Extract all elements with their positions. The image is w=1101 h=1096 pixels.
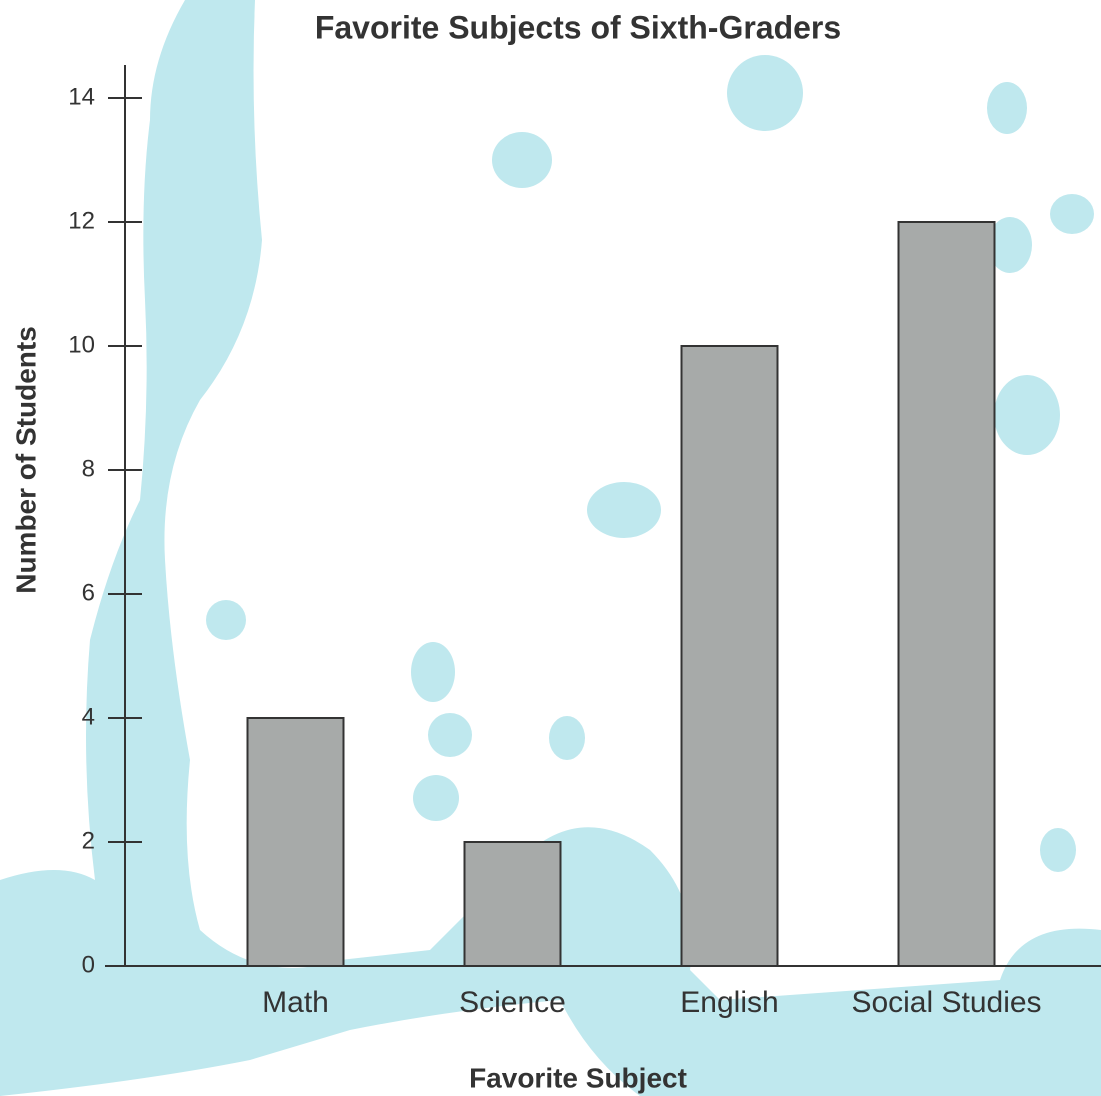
x-axis-title: Favorite Subject [469,1062,687,1093]
y-tick-label: 8 [82,455,95,482]
y-tick-label: 4 [82,703,95,730]
y-tick-label: 12 [68,207,95,234]
x-tick-label: Science [459,986,566,1019]
y-tick-label: 2 [82,827,95,854]
x-tick-label: Math [262,986,329,1019]
x-tick-label: Social Studies [851,986,1041,1019]
y-tick-label: 0 [82,951,95,978]
y-tick-label: 14 [68,83,95,110]
y-tick-label: 6 [82,579,95,606]
bar [463,841,562,967]
x-tick-label: English [680,986,778,1019]
chart-title: Favorite Subjects of Sixth-Graders [315,9,841,45]
bar [680,345,779,967]
bar [246,717,345,967]
y-tick-label: 10 [68,331,95,358]
bar [897,221,996,967]
y-axis-title: Number of Students [10,326,41,594]
